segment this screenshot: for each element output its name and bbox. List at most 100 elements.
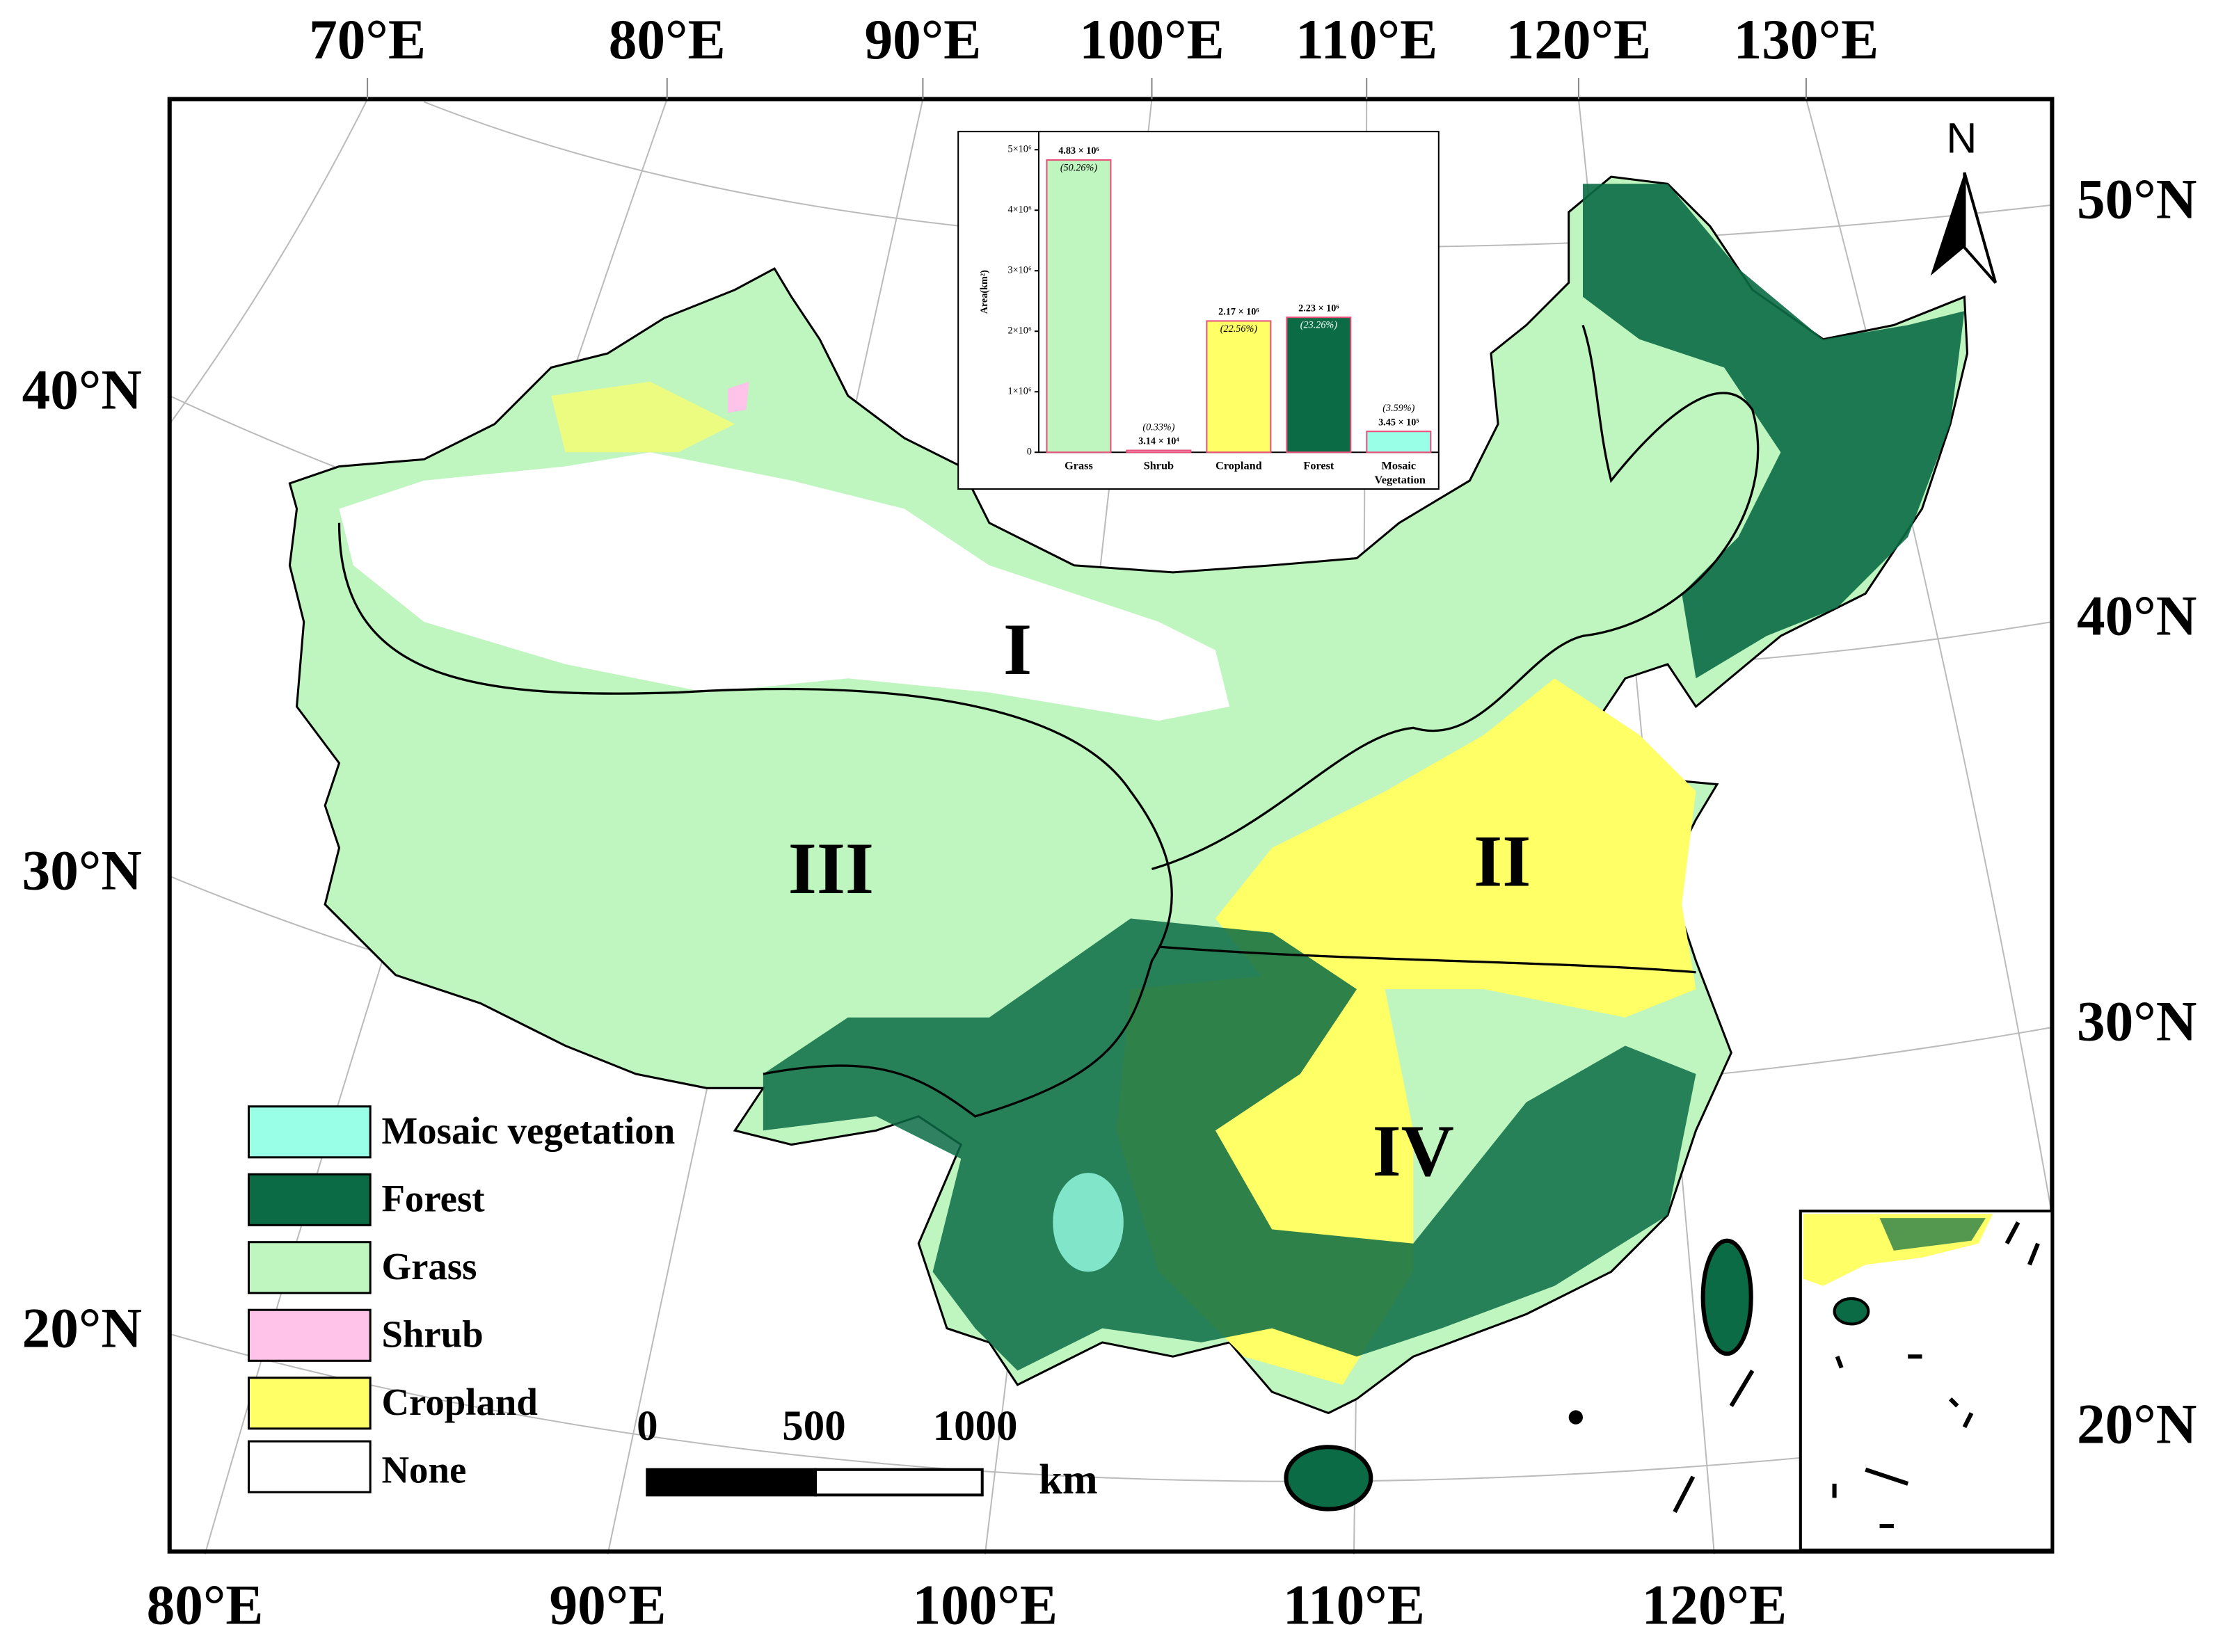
legend-swatch	[247, 1308, 372, 1362]
y-axis-label: Area(km²)	[979, 270, 990, 314]
longitude-label: 70°E	[309, 8, 426, 71]
map-frame	[167, 97, 2055, 1554]
y-tick-label: 0	[1027, 447, 1032, 458]
scale-label: 1000	[933, 1403, 1018, 1450]
value-label: 3.45 × 10⁵	[1378, 417, 1419, 428]
legend-swatch	[247, 1173, 372, 1226]
y-tick-label: 5×10⁶	[1008, 144, 1032, 155]
legend-swatch	[247, 1105, 372, 1159]
region-boundary	[1151, 324, 1760, 871]
meridian	[1805, 99, 2053, 1216]
percent-label: (22.56%)	[1220, 323, 1258, 335]
legend-swatch	[247, 1377, 372, 1430]
x-tick-label: Mosaic Vegetation	[1372, 459, 1426, 486]
scale-label: 0	[637, 1403, 657, 1450]
region-label: IV	[1373, 1110, 1454, 1192]
inset-islands	[1832, 1221, 2040, 1529]
mosaic-area	[1053, 1173, 1124, 1272]
region-label: III	[788, 828, 874, 909]
y-tick-label: 4×10⁶	[1008, 205, 1032, 216]
forest-area	[1583, 184, 1965, 679]
taiwan	[1700, 1238, 1753, 1356]
hainan	[1284, 1445, 1373, 1511]
value-label: 2.23 × 10⁶	[1298, 303, 1339, 314]
longitude-label: 120°E	[1506, 8, 1652, 71]
island	[1568, 1410, 1583, 1425]
longitude-label: 90°E	[549, 1574, 666, 1637]
island	[1729, 1369, 1755, 1407]
bar-chart: 0 1×10⁶ 2×10⁶ 3×10⁶ 4×10⁶ 5×10⁶ Area(km²) 4.83 …	[979, 131, 1439, 486]
value-label: 2.17 × 10⁶	[1218, 307, 1259, 318]
longitude-label: 100°E	[913, 1574, 1058, 1637]
bar	[1126, 449, 1192, 454]
latitude-label: 40°N	[2077, 585, 2197, 648]
latitude-label: 20°N	[22, 1297, 142, 1359]
region-boundary	[337, 522, 1173, 1118]
legend-label: Cropland	[381, 1381, 537, 1423]
shrub-area	[728, 381, 749, 413]
scale-bar-white	[814, 1468, 984, 1497]
meridian	[168, 98, 369, 425]
north-arrow: N	[1930, 114, 1998, 284]
x-tick-label-line: Mosaic	[1382, 459, 1417, 472]
value-label: 3.14 × 10⁴	[1138, 436, 1179, 447]
y-tick-label: 2×10⁶	[1008, 326, 1032, 337]
inset-hainan	[1833, 1297, 1870, 1326]
north-arrow-right	[1963, 172, 1998, 284]
value-label: 4.83 × 10⁶	[1058, 145, 1099, 157]
inset-land	[1879, 1218, 1986, 1251]
legend-label: Grass	[381, 1245, 477, 1288]
legend-label: Mosaic vegetation	[381, 1109, 675, 1152]
south-china-sea-inset	[1799, 1209, 2054, 1552]
latitude-label: 30°N	[2077, 991, 2197, 1053]
x-tick-label: Shrub	[1144, 459, 1174, 472]
scale-bar: km	[646, 1457, 1098, 1503]
longitude-label: 120°E	[1642, 1574, 1787, 1637]
none-area	[339, 452, 1230, 721]
scale-bar-black	[646, 1468, 818, 1497]
legend-label: Shrub	[381, 1313, 483, 1355]
latitude-label: 30°N	[22, 839, 142, 901]
longitude-label: 80°E	[147, 1574, 264, 1637]
longitude-label: 100°E	[1079, 8, 1225, 71]
y-tick-label: 1×10⁶	[1008, 386, 1032, 397]
legend-swatch	[247, 1241, 372, 1294]
scale-unit: km	[1039, 1457, 1098, 1503]
bar	[1286, 316, 1352, 454]
latitude-label: 20°N	[2077, 1393, 2197, 1456]
longitude-label: 110°E	[1283, 1574, 1425, 1637]
land-cover-map	[288, 175, 1969, 1514]
north-label: N	[1946, 114, 1977, 161]
bar	[1206, 320, 1272, 454]
latitude-label: 50°N	[2077, 168, 2197, 230]
x-tick-label: Grass	[1065, 459, 1093, 472]
percent-label: (23.26%)	[1300, 320, 1338, 331]
longitude-label: 80°E	[609, 8, 726, 71]
region-boundary	[1158, 945, 1696, 974]
forest-area	[763, 918, 1696, 1371]
x-tick-label-line: Vegetation	[1372, 474, 1426, 486]
scale-label: 500	[782, 1403, 845, 1450]
parallel	[169, 1333, 2052, 1482]
x-tick-label: Forest	[1303, 459, 1334, 472]
region-label: I	[1003, 609, 1032, 690]
north-arrow-left	[1930, 173, 1965, 276]
longitude-label: 90°E	[864, 8, 981, 71]
y-tick-label: 3×10⁶	[1008, 265, 1032, 276]
x-tick-label: Cropland	[1215, 459, 1262, 472]
island	[1673, 1475, 1696, 1514]
percent-label: (0.33%)	[1142, 422, 1174, 433]
percent-label: (3.59%)	[1382, 403, 1414, 414]
longitude-label: 110°E	[1296, 8, 1437, 71]
bar	[1046, 159, 1112, 454]
cropland-area	[551, 381, 735, 453]
legend-label: None	[381, 1448, 466, 1491]
legend-swatch	[247, 1440, 372, 1493]
bar	[1366, 431, 1432, 454]
legend-label: Forest	[381, 1177, 485, 1219]
region-label: II	[1474, 821, 1531, 902]
percent-label: (50.26%)	[1060, 162, 1098, 173]
cropland-area	[1215, 678, 1696, 1018]
